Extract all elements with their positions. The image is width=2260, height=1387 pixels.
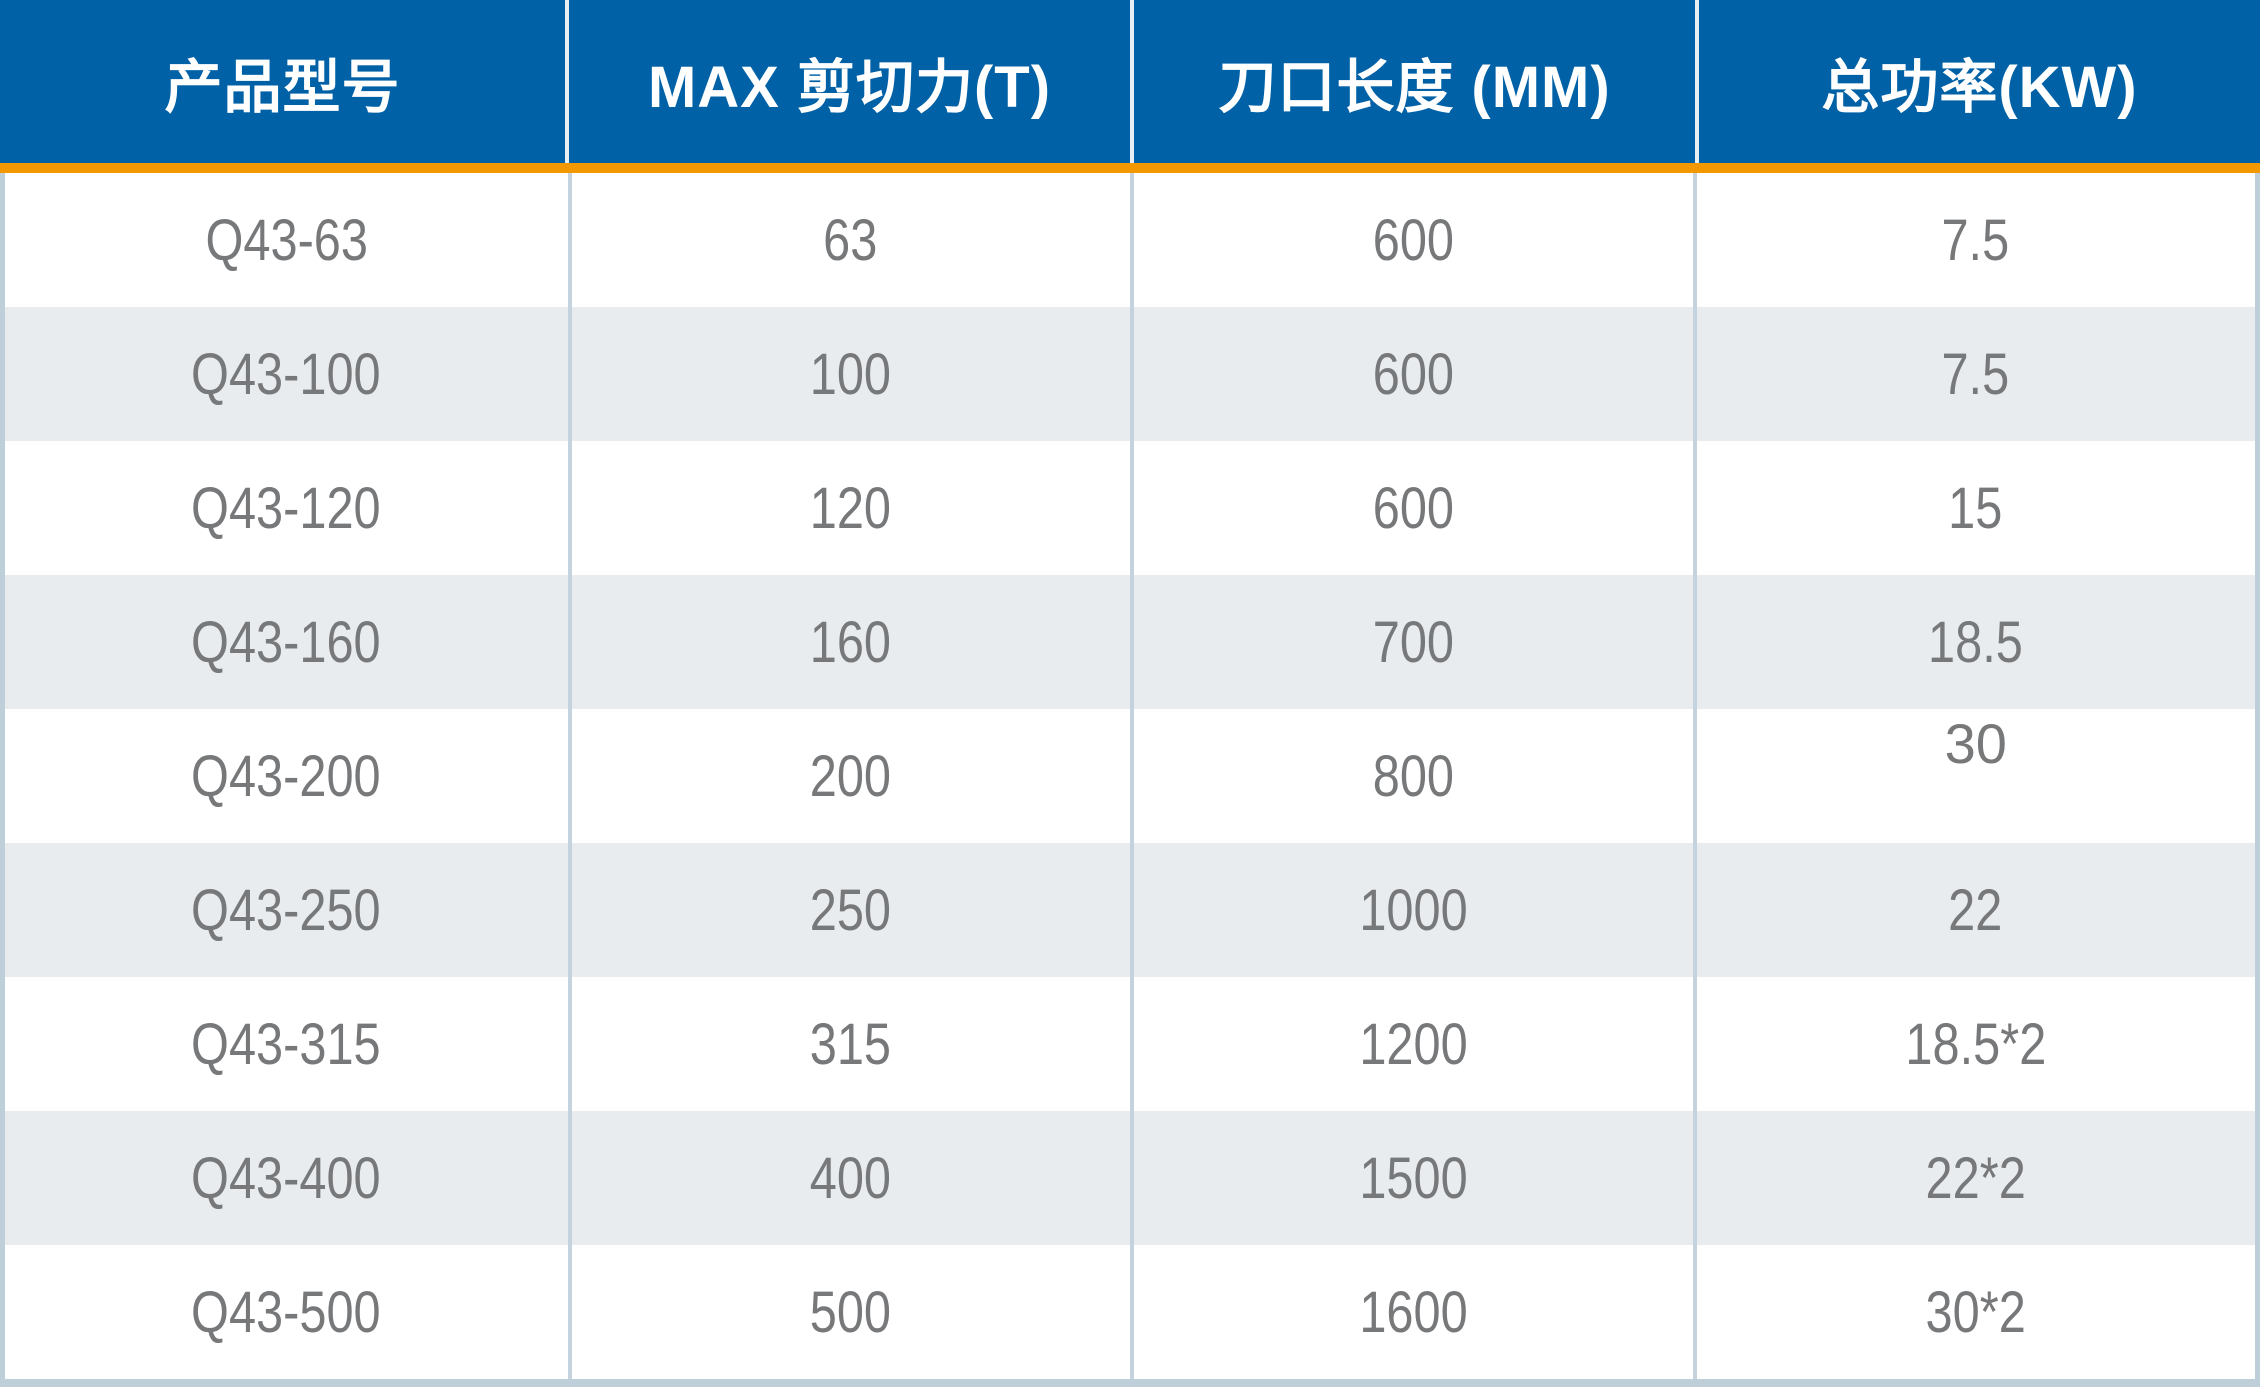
cell-blade-length: 1600 [1130, 1245, 1693, 1379]
cell-max-shear-force-value: 63 [823, 207, 878, 273]
table-row: Q43-250 250 1000 22 [5, 843, 2255, 977]
cell-blade-length-value: 600 [1372, 341, 1454, 407]
table-body: Q43-63 63 600 7.5 Q43-100 100 600 7.5 Q4… [0, 173, 2260, 1387]
cell-blade-length: 700 [1130, 575, 1693, 709]
cell-product-model: Q43-500 [5, 1245, 568, 1379]
table-row: Q43-100 100 600 7.5 [5, 307, 2255, 441]
cell-max-shear-force: 100 [567, 307, 1131, 441]
cell-max-shear-force: 200 [567, 709, 1131, 843]
table-row: Q43-120 120 600 15 [5, 441, 2255, 575]
col-header-product-model: 产品型号 [0, 0, 565, 163]
table-row: Q43-200 200 800 30 [5, 709, 2255, 843]
cell-max-shear-force-value: 160 [810, 609, 892, 675]
cell-total-power: 18.5 [1692, 575, 2256, 709]
cell-total-power-value: 7.5 [1941, 207, 2010, 273]
cell-total-power-value: 15 [1948, 475, 2003, 541]
cell-product-model: Q43-120 [5, 441, 568, 575]
table-row: Q43-160 160 700 18.5 [5, 575, 2255, 709]
cell-blade-length: 1500 [1130, 1111, 1693, 1245]
cell-product-model-value: Q43-400 [191, 1145, 382, 1211]
col-header-total-power: 总功率(KW) [1695, 0, 2260, 163]
cell-max-shear-force: 315 [567, 977, 1131, 1111]
table-row: Q43-63 63 600 7.5 [5, 173, 2255, 307]
cell-total-power: 30*2 [1692, 1245, 2256, 1379]
cell-max-shear-force-value: 500 [810, 1279, 892, 1345]
cell-blade-length-value: 700 [1372, 609, 1454, 675]
cell-product-model-value: Q43-100 [191, 341, 382, 407]
cell-max-shear-force-value: 250 [810, 877, 892, 943]
col-header-max-shear-force: MAX 剪切力(T) [565, 0, 1130, 163]
cell-blade-length-value: 1600 [1359, 1279, 1468, 1345]
table-row: Q43-500 500 1600 30*2 [5, 1245, 2255, 1379]
col-header-blade-length-label: 刀口长度 (MM) [1218, 54, 1611, 120]
cell-blade-length-value: 1500 [1359, 1145, 1468, 1211]
cell-blade-length-value: 600 [1372, 475, 1454, 541]
cell-product-model-value: Q43-200 [191, 743, 382, 809]
cell-max-shear-force-value: 400 [810, 1145, 892, 1211]
cell-blade-length-value: 1000 [1359, 877, 1468, 943]
cell-total-power: 7.5 [1692, 307, 2256, 441]
cell-product-model: Q43-160 [5, 575, 568, 709]
cell-max-shear-force: 160 [567, 575, 1131, 709]
cell-product-model: Q43-250 [5, 843, 568, 977]
cell-product-model-value: Q43-250 [191, 877, 382, 943]
cell-total-power: 22*2 [1692, 1111, 2256, 1245]
cell-max-shear-force-value: 120 [810, 475, 892, 541]
table-row: Q43-315 315 1200 18.5*2 [5, 977, 2255, 1111]
cell-blade-length: 600 [1130, 441, 1693, 575]
cell-product-model-value: Q43-160 [191, 609, 382, 675]
cell-max-shear-force-value: 100 [810, 341, 892, 407]
cell-total-power: 15 [1692, 441, 2256, 575]
cell-max-shear-force-value: 315 [810, 1011, 892, 1077]
cell-blade-length: 1000 [1130, 843, 1693, 977]
cell-product-model-value: Q43-63 [204, 207, 368, 273]
cell-total-power-value: 7.5 [1941, 341, 2010, 407]
cell-blade-length-value: 1200 [1359, 1011, 1468, 1077]
col-header-blade-length: 刀口长度 (MM) [1130, 0, 1695, 163]
cell-max-shear-force: 250 [567, 843, 1131, 977]
cell-total-power: 22 [1692, 843, 2256, 977]
cell-product-model: Q43-63 [5, 173, 568, 307]
cell-max-shear-force: 63 [567, 173, 1131, 307]
cell-total-power-value: 18.5*2 [1905, 1011, 2047, 1077]
cell-blade-length: 800 [1130, 709, 1693, 843]
cell-product-model-value: Q43-315 [191, 1011, 382, 1077]
cell-product-model: Q43-400 [5, 1111, 568, 1245]
cell-total-power-value: 18.5 [1928, 609, 2024, 675]
table-row: Q43-400 400 1500 22*2 [5, 1111, 2255, 1245]
cell-total-power: 30 [1692, 709, 2256, 843]
cell-blade-length-value: 800 [1372, 743, 1454, 809]
col-header-max-shear-force-label: MAX 剪切力(T) [647, 54, 1052, 120]
cell-blade-length: 600 [1130, 173, 1693, 307]
cell-total-power: 7.5 [1692, 173, 2256, 307]
col-header-total-power-label: 总功率(KW) [1821, 54, 2138, 120]
cell-total-power-value: 30 [1944, 712, 2007, 775]
cell-blade-length: 600 [1130, 307, 1693, 441]
cell-max-shear-force: 500 [567, 1245, 1131, 1379]
cell-product-model-value: Q43-120 [191, 475, 382, 541]
cell-product-model: Q43-200 [5, 709, 568, 843]
col-header-product-model-label: 产品型号 [164, 54, 401, 120]
cell-blade-length: 1200 [1130, 977, 1693, 1111]
cell-total-power-value: 22*2 [1925, 1145, 2026, 1211]
cell-total-power: 18.5*2 [1692, 977, 2256, 1111]
table-header-row: 产品型号 MAX 剪切力(T) 刀口长度 (MM) 总功率(KW) [0, 0, 2260, 163]
cell-max-shear-force-value: 200 [810, 743, 892, 809]
cell-product-model: Q43-315 [5, 977, 568, 1111]
header-accent-bar [0, 163, 2260, 173]
cell-max-shear-force: 120 [567, 441, 1131, 575]
cell-max-shear-force: 400 [567, 1111, 1131, 1245]
cell-product-model: Q43-100 [5, 307, 568, 441]
cell-product-model-value: Q43-500 [191, 1279, 382, 1345]
cell-total-power-value: 22 [1948, 877, 2003, 943]
cell-total-power-value: 30*2 [1925, 1279, 2026, 1345]
cell-blade-length-value: 600 [1372, 207, 1454, 273]
